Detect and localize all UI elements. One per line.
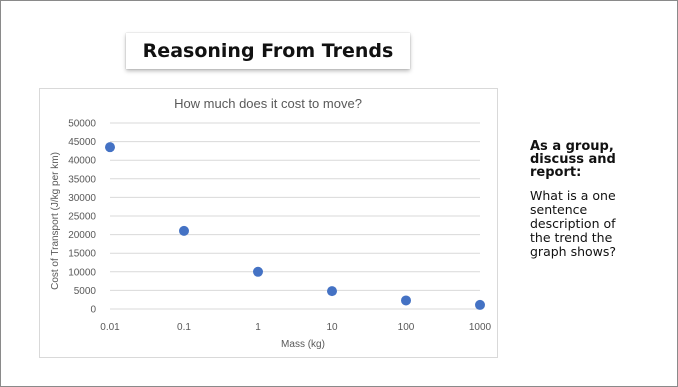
y-tick-label: 45000 — [68, 137, 96, 148]
prompt-body-line: description of — [530, 216, 616, 231]
y-tick-label: 15000 — [68, 249, 96, 260]
prompt-body-line: sentence — [530, 202, 588, 217]
data-point — [179, 225, 189, 236]
data-point — [475, 299, 485, 310]
y-tick-label: 30000 — [68, 193, 96, 204]
gridlines — [110, 122, 480, 310]
x-tick-label: 0.01 — [100, 322, 120, 333]
x-tick-label: 1000 — [469, 322, 492, 333]
x-tick-label: 1 — [255, 322, 261, 333]
y-axis-label: Cost of Transport (J/kg per km) — [50, 152, 61, 290]
prompt-body-line: the trend the — [530, 230, 613, 245]
y-tick-label: 0 — [90, 305, 96, 316]
x-tick-label: 0.1 — [177, 322, 191, 333]
chart-title: How much does it cost to move? — [174, 96, 362, 111]
y-tick-labels: 0 5000 10000 15000 20000 25000 30000 35000 40000… — [68, 119, 96, 316]
prompt-body: What is a one sentence description of th… — [530, 189, 660, 259]
prompt-body-line: graph shows? — [530, 244, 617, 259]
y-tick-label: 40000 — [68, 156, 96, 167]
y-tick-label: 25000 — [68, 212, 96, 223]
discussion-prompt: As a group, discuss and report: What is … — [530, 140, 660, 259]
scatter-chart: 0 5000 10000 15000 20000 25000 30000 35000 40000… — [50, 96, 492, 350]
prompt-heading-line: report: — [530, 165, 582, 180]
slide-title: Reasoning From Trends — [126, 33, 410, 69]
prompt-body-line: What is a one — [530, 188, 616, 203]
x-tick-label: 10 — [326, 322, 338, 333]
data-point — [105, 142, 115, 153]
prompt-heading-line: discuss and — [530, 152, 616, 167]
y-tick-label: 5000 — [74, 286, 97, 297]
x-tick-labels: 0.01 0.1 1 10 100 1000 — [100, 322, 491, 333]
prompt-heading: As a group, discuss and report: — [530, 140, 660, 179]
chart-frame: 0 5000 10000 15000 20000 25000 30000 35000 40000… — [39, 88, 498, 358]
y-tick-label: 35000 — [68, 174, 96, 185]
y-tick-label: 20000 — [68, 230, 96, 241]
data-points — [105, 142, 485, 310]
data-point — [253, 266, 263, 277]
y-tick-label: 10000 — [68, 267, 96, 278]
y-tick-label: 50000 — [68, 119, 96, 130]
data-point — [327, 286, 337, 297]
prompt-heading-line: As a group, — [530, 139, 614, 154]
x-axis-label: Mass (kg) — [281, 339, 325, 350]
x-tick-label: 100 — [398, 322, 415, 333]
data-point — [401, 295, 411, 306]
